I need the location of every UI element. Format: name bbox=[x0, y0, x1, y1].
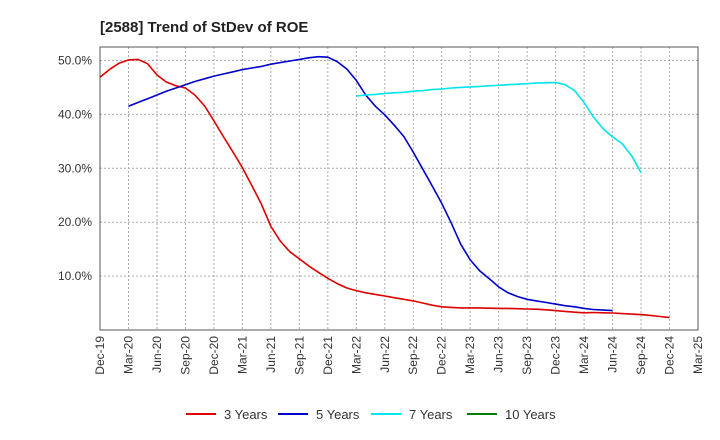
plot-area-frame bbox=[99, 46, 699, 331]
x-tick-label: Mar-22 bbox=[349, 336, 363, 374]
series-lines bbox=[99, 55, 670, 319]
legend-label: 10 Years bbox=[505, 407, 556, 422]
x-tick-label: Sep-23 bbox=[520, 336, 534, 375]
x-tick-label: Dec-19 bbox=[93, 336, 107, 375]
x-tick-label: Sep-22 bbox=[406, 336, 420, 375]
x-tick-label: Mar-20 bbox=[121, 336, 135, 374]
x-tick-label: Sep-21 bbox=[292, 336, 306, 375]
x-tick-label: Mar-21 bbox=[235, 336, 249, 374]
x-tick-label: Dec-21 bbox=[321, 336, 335, 375]
x-tick-label: Sep-24 bbox=[634, 336, 648, 375]
x-tick-label: Jun-24 bbox=[606, 336, 620, 373]
legend: 3 Years 5 Years 7 Years 10 Years bbox=[186, 407, 556, 422]
y-tick-label: 40.0% bbox=[58, 107, 92, 121]
y-tick-label: 20.0% bbox=[58, 215, 92, 229]
x-tick-label: Dec-24 bbox=[663, 336, 677, 375]
y-axis: 10.0% 20.0% 30.0% 40.0% 50.0% bbox=[58, 53, 92, 283]
x-tick-label: Jun-20 bbox=[150, 336, 164, 373]
x-tick-label: Mar-25 bbox=[691, 336, 705, 374]
y-tick-label: 50.0% bbox=[58, 53, 92, 67]
x-tick-label: Mar-24 bbox=[577, 336, 591, 374]
legend-label: 3 Years bbox=[224, 407, 268, 422]
grid bbox=[100, 47, 698, 330]
y-tick-label: 30.0% bbox=[58, 161, 92, 175]
legend-label: 7 Years bbox=[409, 407, 453, 422]
series-line-3-years bbox=[99, 58, 670, 319]
x-tick-label: Jun-23 bbox=[492, 336, 506, 373]
x-tick-label: Jun-22 bbox=[378, 336, 392, 373]
y-tick-label: 10.0% bbox=[58, 269, 92, 283]
series-line-7-years bbox=[356, 81, 642, 173]
legend-label: 5 Years bbox=[316, 407, 360, 422]
x-tick-label: Mar-23 bbox=[463, 336, 477, 374]
chart-title: [2588] Trend of StDev of ROE bbox=[100, 19, 308, 36]
x-tick-label: Sep-20 bbox=[178, 336, 192, 375]
x-tick-label: Dec-22 bbox=[435, 336, 449, 375]
x-tick-label: Dec-23 bbox=[549, 336, 563, 375]
x-axis: Dec-19 Mar-20 Jun-20 Sep-20 Dec-20 Mar-21 Jun-… bbox=[93, 336, 705, 375]
x-tick-label: Jun-21 bbox=[264, 336, 278, 373]
x-tick-label: Dec-20 bbox=[207, 336, 221, 375]
series-line-5-years bbox=[128, 55, 613, 312]
